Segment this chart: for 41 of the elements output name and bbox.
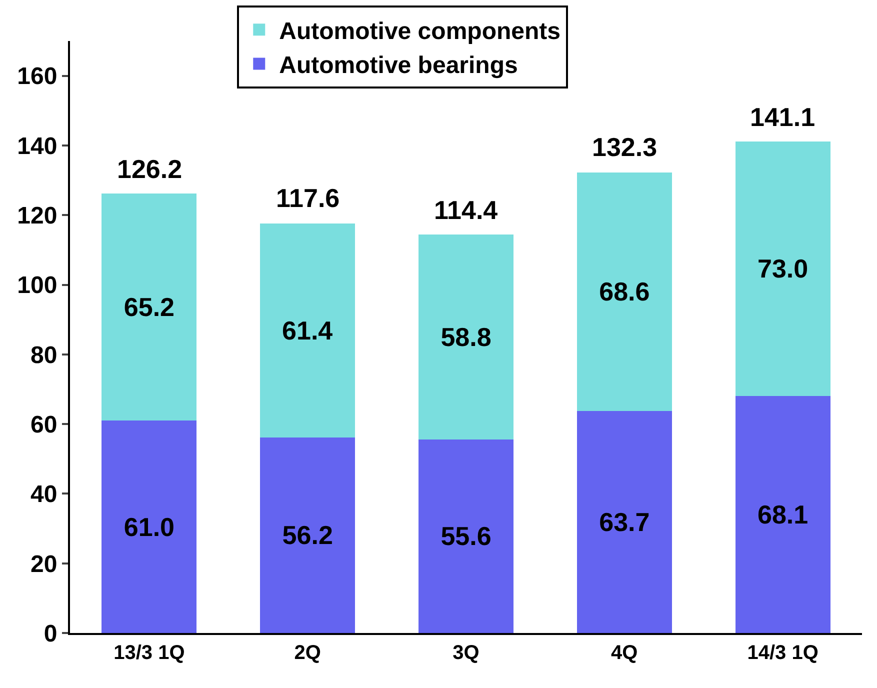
bar: [576, 411, 672, 633]
bar: [102, 194, 197, 421]
y-tick-label: 60: [30, 411, 58, 438]
bar: [735, 142, 830, 396]
data-label: 63.7: [599, 507, 650, 538]
legend-label: Automotive bearings: [279, 52, 518, 80]
data-label: 73.0: [757, 254, 808, 284]
x-tick-label: 13/3 1Q: [114, 642, 185, 664]
x-tick-label: 4Q: [611, 642, 638, 664]
y-tick-label: 160: [17, 63, 58, 90]
data-label: 65.2: [124, 292, 175, 322]
total-label: 126.2: [117, 154, 182, 184]
y-tick-label: 100: [17, 272, 58, 300]
y-tick-label: 80: [30, 342, 58, 369]
bar: [418, 439, 514, 633]
y-tick-label: 120: [17, 202, 58, 230]
data-label: 68.1: [757, 499, 808, 530]
y-tick-label: 20: [30, 550, 58, 578]
total-label: 114.4: [434, 195, 498, 225]
data-label: 61.0: [124, 512, 175, 542]
bar: [576, 172, 672, 412]
data-label: 61.4: [282, 315, 334, 346]
y-tick-label: 40: [30, 481, 58, 508]
y-tick-label: 0: [44, 620, 58, 648]
bar: [418, 234, 514, 440]
bar: [735, 396, 830, 633]
y-tick-label: 140: [17, 132, 58, 160]
data-label: 56.2: [282, 520, 333, 550]
bar: [260, 437, 356, 633]
total-label: 141.1: [750, 102, 816, 132]
total-label: 117.6: [276, 183, 340, 213]
data-label: 68.6: [599, 276, 650, 307]
x-tick-label: 2Q: [294, 642, 321, 664]
x-tick-label: 14/3 1Q: [747, 642, 818, 664]
data-label: 58.8: [440, 322, 492, 352]
x-tick-label: 3Q: [452, 642, 480, 664]
data-label: 55.6: [440, 521, 492, 552]
total-label: 132.3: [592, 132, 658, 162]
bar: [102, 420, 197, 633]
legend-label: Automotive components: [279, 18, 560, 45]
bar: [260, 223, 356, 438]
